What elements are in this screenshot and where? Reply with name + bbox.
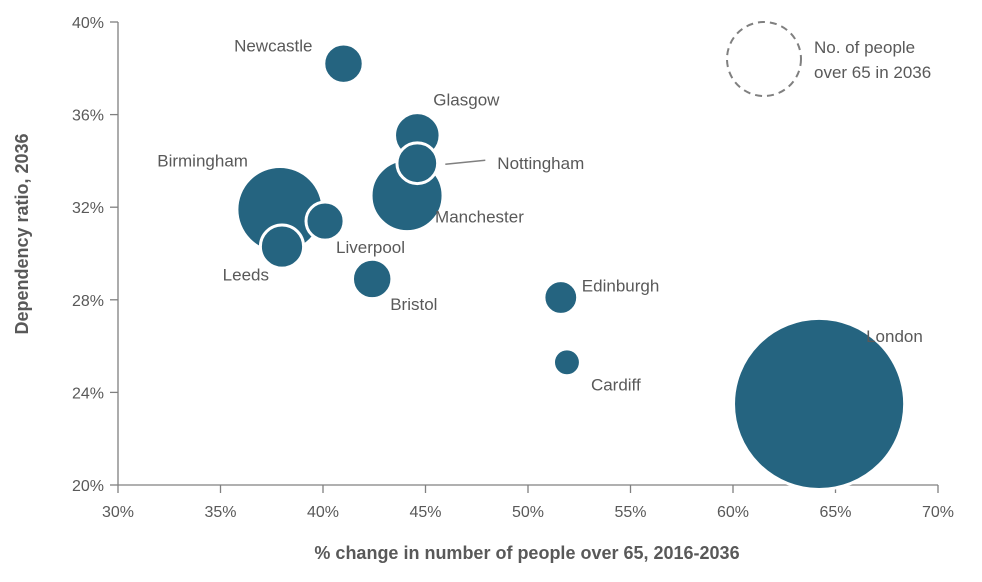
bubble-liverpool (304, 200, 346, 242)
x-tick-label: 70% (922, 504, 954, 521)
data-label-bristol: Bristol (390, 295, 437, 314)
y-tick-label: 40% (72, 15, 104, 32)
x-tick-label: 55% (614, 504, 646, 521)
bubble-nottingham (395, 141, 440, 186)
data-label-cardiff: Cardiff (591, 375, 641, 394)
x-tick-label: 60% (717, 504, 749, 521)
x-tick-label: 30% (102, 504, 134, 521)
data-label-birmingham: Birmingham (157, 152, 248, 171)
label-layer: Newcastle Glasgow Nottingham Manchester Birm… (157, 37, 923, 395)
x-tick-label: 40% (307, 504, 339, 521)
bubble-london (732, 316, 907, 492)
bubble-cardiff (551, 347, 582, 378)
data-label-glasgow: Glasgow (433, 90, 500, 109)
axes: 20% 24% 28% 32% 36% 40% 30% 35% 40% 45% 50% 55% 60% 6… (72, 15, 954, 521)
y-tick-label: 24% (72, 385, 104, 402)
legend-text-line-2: over 65 in 2036 (814, 63, 931, 82)
y-tick-label: 32% (72, 200, 104, 217)
y-axis-title: Dependency ratio, 2036 (12, 133, 32, 334)
data-label-leeds: Leeds (223, 266, 269, 285)
leader-line-nottingham (445, 159, 486, 165)
x-tick-label: 50% (512, 504, 544, 521)
data-label-liverpool: Liverpool (336, 238, 405, 257)
y-tick-label: 20% (72, 478, 104, 495)
bubble-bristol (350, 257, 394, 301)
x-tick-label: 35% (204, 504, 236, 521)
x-tick-label: 45% (409, 504, 441, 521)
bubble-newcastle (322, 42, 365, 85)
x-axis-title: % change in number of people over 65, 20… (314, 543, 739, 563)
legend-bubble-outline (726, 21, 802, 97)
legend: No. of people over 65 in 2036 (726, 21, 931, 97)
y-tick-label: 28% (72, 293, 104, 310)
bubble-layer (235, 42, 907, 492)
data-label-manchester: Manchester (435, 208, 524, 227)
data-label-london: London (866, 327, 923, 346)
x-tick-label: 65% (819, 504, 851, 521)
data-label-edinburgh: Edinburgh (582, 276, 660, 295)
data-label-nottingham: Nottingham (497, 154, 584, 173)
bubble-leeds (258, 223, 306, 270)
legend-text-line-1: No. of people (814, 38, 915, 57)
bubble-edinburgh (542, 279, 580, 316)
y-tick-label: 36% (72, 108, 104, 125)
data-label-newcastle: Newcastle (234, 37, 312, 56)
